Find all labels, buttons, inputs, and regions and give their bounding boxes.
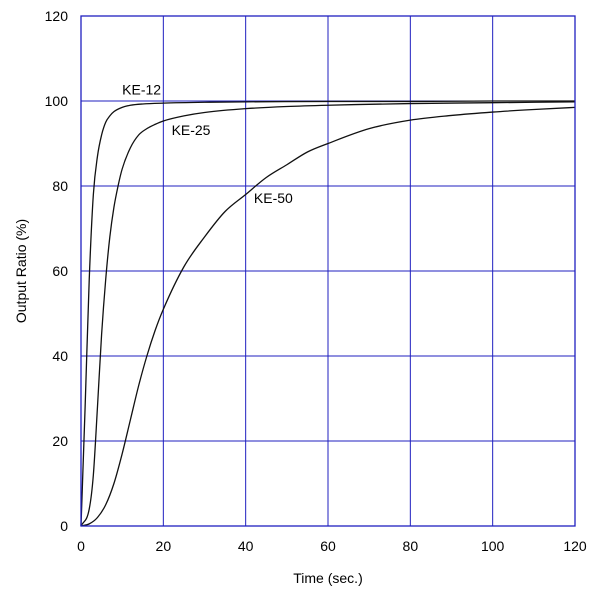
x-tick-label: 100 [481,538,505,554]
x-tick-label: 60 [320,538,336,554]
y-tick-label: 120 [45,8,69,24]
y-tick-label: 60 [52,263,68,279]
y-axis-title: Output Ratio (%) [13,219,29,323]
series-line-ke-25 [80,101,576,527]
y-tick-label: 0 [60,518,68,534]
series-label-ke-50: KE-50 [254,190,293,206]
series-labels: KE-12 KE-25 KE-50 [122,82,293,206]
series-line-ke-50 [80,106,576,527]
series-label-ke-12: KE-12 [122,82,161,98]
y-tick-label: 40 [52,348,68,364]
x-tick-label: 20 [156,538,172,554]
y-tick-label: 100 [45,93,69,109]
x-tick-label: 120 [563,538,587,554]
x-tick-label: 0 [77,538,85,554]
x-tick-label: 80 [403,538,419,554]
plot-frame [80,15,576,527]
tick-labels: 0 20 40 60 80 100 120 0 20 40 60 80 100 120 [45,8,587,554]
series-group [80,100,576,527]
y-tick-label: 80 [52,178,68,194]
y-tick-label: 20 [52,433,68,449]
series-line-ke-12 [80,100,575,527]
series-label-ke-25: KE-25 [172,122,211,138]
x-axis-title: Time (sec.) [293,570,362,586]
x-tick-label: 40 [238,538,254,554]
